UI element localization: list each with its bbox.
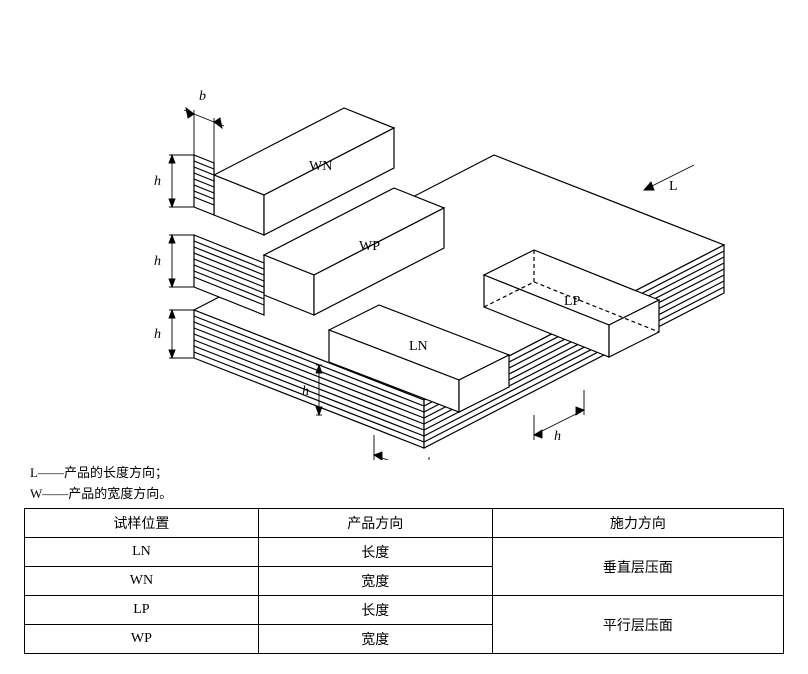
label-lp: LP (564, 294, 581, 309)
table-header-row: 试样位置 产品方向 施力方向 (25, 509, 784, 538)
cell-pos: LP (25, 596, 259, 625)
dim-h-4: h (302, 384, 309, 399)
table-row: LN 长度 垂直层压面 (25, 538, 784, 567)
diagram-svg: WN WP LN LP L W h h h h b b h (54, 20, 754, 460)
cell-dir: 宽度 (258, 567, 492, 596)
legend-w: W——产品的宽度方向。 (30, 483, 788, 502)
table-row: LP 长度 平行层压面 (25, 596, 784, 625)
th-position: 试样位置 (25, 509, 259, 538)
cell-force: 平行层压面 (492, 596, 783, 654)
dim-h-1: h (154, 174, 161, 189)
label-l: L (669, 179, 678, 194)
legend-l: L——产品的长度方向； (30, 462, 788, 481)
dim-h-bottom: h (554, 429, 561, 444)
label-wn: WN (309, 159, 332, 174)
cell-dir: 长度 (258, 596, 492, 625)
label-ln: LN (409, 339, 428, 354)
cell-pos: WP (25, 625, 259, 654)
isometric-diagram: WN WP LN LP L W h h h h b b h (20, 20, 788, 460)
cell-force: 垂直层压面 (492, 538, 783, 596)
cell-pos: LN (25, 538, 259, 567)
dim-b-top: b (199, 89, 206, 104)
dim-h-2: h (154, 254, 161, 269)
cell-dir: 宽度 (258, 625, 492, 654)
cell-dir: 长度 (258, 538, 492, 567)
cell-pos: WN (25, 567, 259, 596)
dim-h-3: h (154, 327, 161, 342)
th-product-dir: 产品方向 (258, 509, 492, 538)
label-wp: WP (359, 239, 380, 254)
spec-table: 试样位置 产品方向 施力方向 LN 长度 垂直层压面 WN 宽度 LP 长度 平… (24, 508, 784, 654)
th-force-dir: 施力方向 (492, 509, 783, 538)
